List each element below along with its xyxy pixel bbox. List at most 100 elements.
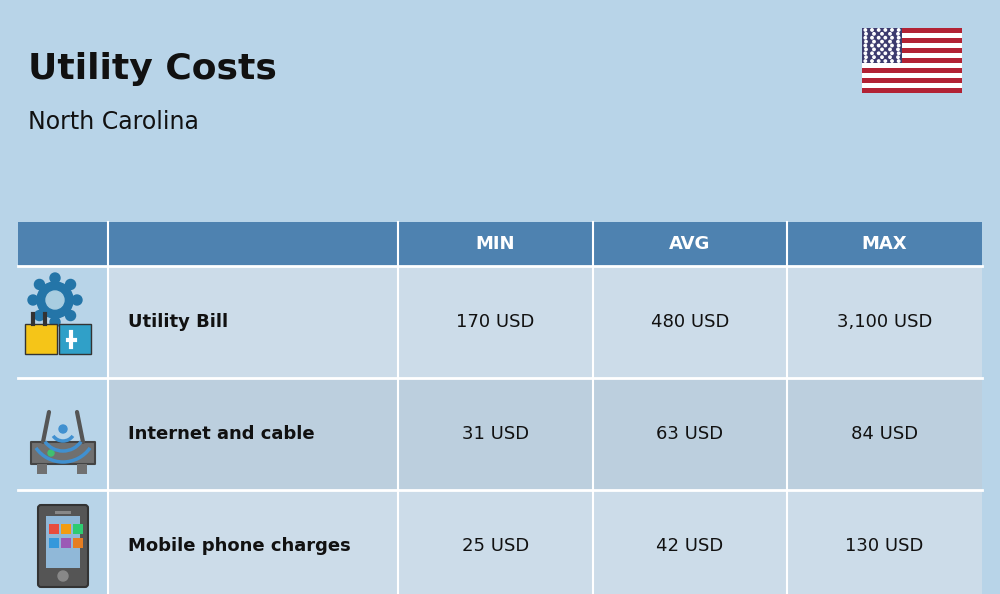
Text: 130 USD: 130 USD [845, 537, 924, 555]
Circle shape [864, 29, 867, 31]
Circle shape [871, 29, 873, 31]
Circle shape [865, 56, 867, 58]
Circle shape [897, 33, 899, 35]
Circle shape [28, 295, 38, 305]
Circle shape [34, 311, 44, 321]
Circle shape [897, 60, 900, 62]
Circle shape [871, 36, 873, 39]
Circle shape [871, 60, 873, 62]
Bar [787, 266, 982, 378]
Text: 42 USD: 42 USD [656, 537, 724, 555]
Bar [25, 324, 57, 354]
Bar [31, 442, 95, 464]
Circle shape [897, 40, 899, 43]
Bar [61, 538, 71, 548]
Bar [61, 524, 71, 534]
Circle shape [884, 52, 887, 55]
Bar [593, 266, 787, 378]
Bar [862, 58, 962, 63]
Bar [593, 490, 787, 594]
Text: North Carolina: North Carolina [28, 110, 199, 134]
Bar [108, 378, 398, 490]
Bar [862, 33, 962, 38]
Circle shape [48, 450, 54, 456]
Bar [787, 490, 982, 594]
Circle shape [889, 48, 891, 50]
Bar [862, 83, 962, 88]
Text: Utility Bill: Utility Bill [128, 313, 228, 331]
Bar [862, 43, 962, 48]
Circle shape [889, 40, 891, 43]
Text: MAX: MAX [862, 235, 907, 253]
Bar [862, 88, 962, 93]
Text: 480 USD: 480 USD [651, 313, 729, 331]
Bar [862, 48, 962, 53]
Text: 170 USD: 170 USD [456, 313, 535, 331]
Bar [398, 266, 593, 378]
Circle shape [891, 52, 893, 55]
Circle shape [66, 311, 76, 321]
Bar [862, 38, 962, 43]
Circle shape [881, 48, 883, 50]
Circle shape [897, 29, 900, 31]
Text: Internet and cable: Internet and cable [128, 425, 315, 443]
Circle shape [891, 60, 893, 62]
Circle shape [897, 48, 899, 50]
Circle shape [891, 45, 893, 47]
Circle shape [889, 56, 891, 58]
Circle shape [864, 45, 867, 47]
Circle shape [897, 45, 900, 47]
Circle shape [884, 29, 887, 31]
Bar [862, 78, 962, 83]
Bar [18, 266, 108, 378]
Bar [593, 378, 787, 490]
Bar [862, 28, 902, 63]
Text: 25 USD: 25 USD [462, 537, 529, 555]
Circle shape [46, 291, 64, 309]
Bar [787, 378, 982, 490]
Bar [18, 490, 108, 594]
Circle shape [891, 36, 893, 39]
Circle shape [50, 317, 60, 327]
Bar [55, 511, 71, 514]
Circle shape [66, 279, 76, 289]
Circle shape [871, 52, 873, 55]
Text: 84 USD: 84 USD [851, 425, 918, 443]
Bar [18, 222, 982, 266]
Text: 3,100 USD: 3,100 USD [837, 313, 932, 331]
FancyBboxPatch shape [38, 505, 88, 587]
Bar [46, 516, 80, 568]
Circle shape [864, 60, 867, 62]
Circle shape [50, 273, 60, 283]
Bar [49, 524, 59, 534]
Circle shape [891, 29, 893, 31]
Circle shape [877, 52, 880, 55]
Circle shape [37, 282, 73, 318]
Circle shape [884, 45, 887, 47]
Bar [59, 324, 91, 354]
Bar [862, 28, 962, 93]
Circle shape [59, 425, 67, 433]
Circle shape [865, 48, 867, 50]
Bar [73, 538, 83, 548]
Circle shape [884, 60, 887, 62]
Circle shape [897, 52, 900, 55]
Bar [398, 378, 593, 490]
Bar [862, 28, 962, 33]
Text: 63 USD: 63 USD [656, 425, 724, 443]
Circle shape [881, 33, 883, 35]
Bar [37, 464, 47, 474]
Bar [108, 490, 398, 594]
Text: 31 USD: 31 USD [462, 425, 529, 443]
Circle shape [865, 40, 867, 43]
Circle shape [34, 279, 44, 289]
Circle shape [873, 40, 875, 43]
Circle shape [864, 36, 867, 39]
Text: Mobile phone charges: Mobile phone charges [128, 537, 351, 555]
Circle shape [865, 33, 867, 35]
Circle shape [877, 60, 880, 62]
Circle shape [873, 48, 875, 50]
Circle shape [58, 571, 68, 581]
Bar [18, 378, 108, 490]
Circle shape [881, 40, 883, 43]
